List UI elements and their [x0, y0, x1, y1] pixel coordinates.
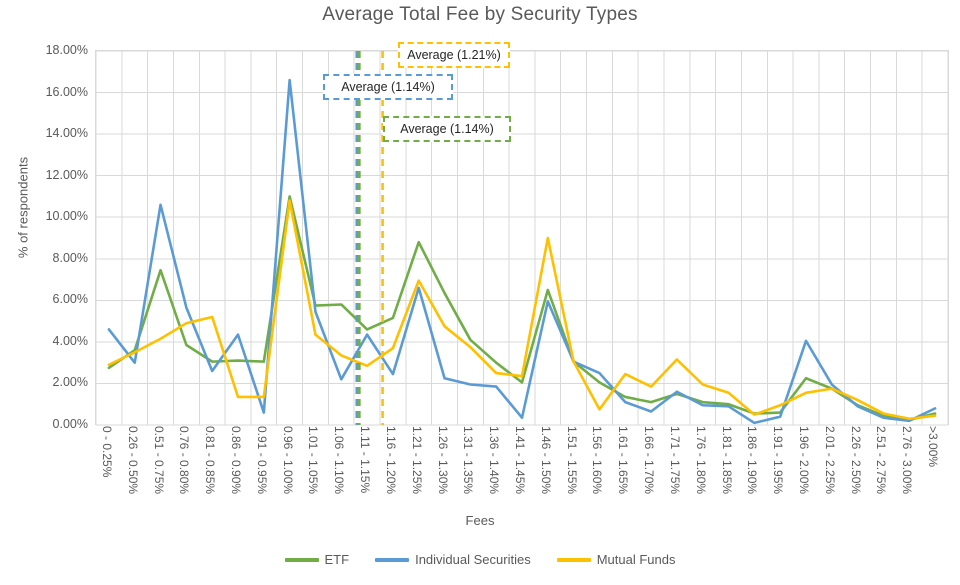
- x-axis-tick-label: 0.86 - 0.90%: [229, 426, 243, 495]
- x-axis-tick-label: 0 - 0.25%: [99, 426, 114, 478]
- legend-swatch-icon: [375, 557, 410, 562]
- x-axis-tick-labels: 0 - 0.25% 0.26 - 0.50% 0.51 - 0.75% 0.76 - …: [95, 426, 947, 514]
- x-axis-tick-label: 1.11 - 1.15%: [358, 426, 373, 494]
- legend-item-etf[interactable]: ETF: [284, 552, 350, 567]
- x-axis-tick-label: 1.21 - 1.25%: [409, 426, 424, 495]
- chart-legend: ETF Individual Securities Mutual Funds: [0, 552, 960, 567]
- y-axis-tick-label: 14.00%: [45, 126, 88, 141]
- y-axis-tick-label: 2.00%: [52, 375, 88, 390]
- chart-title: Average Total Fee by Security Types: [322, 4, 638, 25]
- x-axis-tick-label: 1.01 - 1.05%: [306, 426, 321, 495]
- x-axis-tick-label: 1.66 - 1.70%: [642, 426, 657, 495]
- y-axis-tick-label: 6.00%: [52, 292, 88, 307]
- x-axis-tick-label: 2.01 - 2.25%: [822, 426, 837, 495]
- series-lines: [107, 78, 937, 425]
- x-axis-tick-label: 1.16 - 1.20%: [383, 426, 398, 495]
- callout-label: Average (1.14%): [400, 122, 494, 136]
- callout-average-individual-securities: Average (1.14%): [323, 74, 453, 100]
- legend-item-individual-securities[interactable]: Individual Securities: [375, 552, 531, 567]
- x-axis-tick-label: 1.91 - 1.95%: [771, 426, 786, 495]
- x-axis-tick-label: 0.51 - 0.75%: [151, 426, 166, 495]
- series-line-individual-securities: [107, 78, 937, 425]
- x-axis-tick-label: 1.56 - 1.60%: [590, 426, 605, 495]
- callout-average-mutual-funds: Average (1.21%): [398, 42, 510, 68]
- x-axis-tick-label: 1.36 - 1.40%: [487, 426, 502, 495]
- plot-area: [95, 50, 949, 426]
- x-axis-tick-label: 1.06 - 1.10%: [332, 426, 347, 495]
- y-axis-tick-label: 4.00%: [52, 333, 88, 348]
- legend-item-mutual-funds[interactable]: Mutual Funds: [556, 552, 676, 567]
- x-axis-tick-label: 1.26 - 1.30%: [435, 426, 450, 495]
- callout-average-etf: Average (1.14%): [383, 116, 511, 142]
- callout-label: Average (1.14%): [341, 80, 435, 94]
- x-axis-tick-label: 1.71 - 1.75%: [667, 426, 682, 495]
- x-axis-tick-label: 0.81 - 0.85%: [203, 426, 218, 495]
- x-axis-tick-label: 1.41 - 1.45%: [513, 426, 527, 495]
- x-axis-tick-label: 1.96 - 2.00%: [797, 426, 811, 495]
- x-axis-tick-label: 0.76 - 0.80%: [177, 426, 192, 495]
- x-axis-tick-label: 0.91 - 0.95%: [254, 426, 269, 495]
- series-line-etf: [107, 195, 937, 422]
- plot-svg: [95, 50, 949, 426]
- y-axis-tick-label: 8.00%: [52, 250, 88, 265]
- x-axis-tick-label: 1.51 - 1.55%: [564, 426, 579, 495]
- x-axis-tick-label: 2.76 - 3.00%: [900, 426, 915, 495]
- gridlines: [95, 50, 949, 426]
- series-line-mutual-funds: [107, 199, 937, 421]
- callout-label: Average (1.21%): [407, 48, 501, 62]
- x-axis-tick-label: 2.51 - 2.75%: [874, 426, 889, 495]
- x-axis-tick-label: 0.26 - 0.50%: [125, 426, 140, 495]
- x-axis-tick-label: 2.26 - 2.50%: [848, 426, 863, 495]
- x-axis-tick-label: 1.76 - 1.80%: [693, 426, 708, 495]
- x-axis-tick-label: 1.86 - 1.90%: [745, 426, 760, 495]
- legend-label: ETF: [324, 552, 350, 567]
- y-axis-tick-label: 18.00%: [45, 43, 88, 57]
- legend-swatch-icon: [284, 557, 319, 562]
- x-axis-tick-label: 1.61 - 1.65%: [616, 426, 631, 495]
- legend-label: Individual Securities: [415, 552, 531, 567]
- y-axis-tick-label: 0.00%: [52, 417, 88, 431]
- legend-label: Mutual Funds: [596, 552, 676, 567]
- y-axis-tick-label: 10.00%: [45, 209, 88, 224]
- annotation-vertical-lines: [355, 51, 384, 425]
- legend-swatch-icon: [556, 557, 591, 562]
- x-axis-tick-label: >3.00%: [926, 426, 941, 468]
- x-axis-tick-label: 1.46 - 1.50%: [538, 426, 553, 495]
- y-axis-tick-label: 16.00%: [45, 84, 88, 99]
- x-axis-tick-label: 1.81 - 1.85%: [719, 426, 734, 495]
- x-axis-tick-label: 1.31 - 1.35%: [461, 426, 476, 495]
- x-axis-tick-label: 0.96 - 1.00%: [280, 426, 295, 495]
- y-axis-tick-label: 12.00%: [45, 167, 88, 182]
- x-axis-title: Fees: [465, 513, 495, 528]
- y-axis-tick-labels: 0.00% 2.00% 4.00% 6.00% 8.00% 10.00% 12.00% 14.…: [0, 0, 88, 585]
